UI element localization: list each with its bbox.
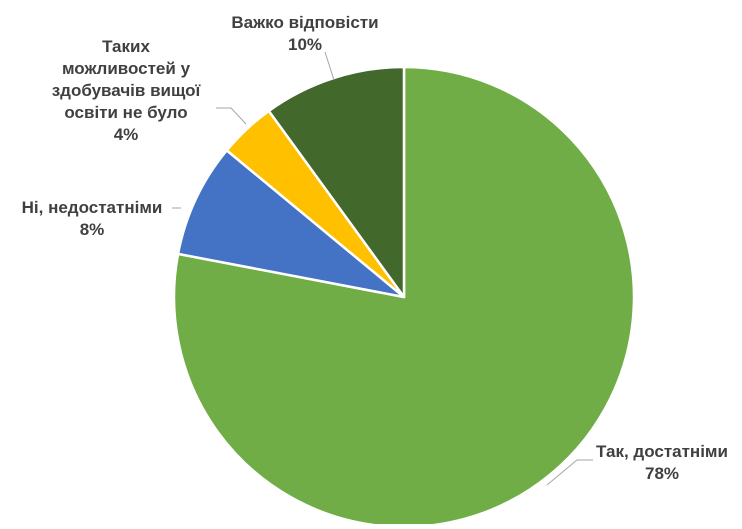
data-label-category: освіти не було (64, 103, 187, 122)
slices-layer (172, 65, 636, 529)
data-label-category: Ні, недостатніми (22, 198, 163, 217)
data-label-category: Так, достатніми (596, 442, 728, 461)
leader-lines-layer (172, 51, 593, 486)
leader-line (216, 107, 247, 125)
data-label-category: здобувачів вищої (52, 81, 202, 100)
labels-layer: Так, достатніми 78% Ні, недостатніми 8% Таки… (22, 13, 728, 483)
data-label-value: 8% (80, 220, 105, 239)
label-tak-dostatnimy: Так, достатніми 78% (596, 442, 728, 483)
slice-ni-nedostatnimy (176, 149, 406, 299)
data-label-value: 10% (288, 35, 322, 54)
label-ne-bulo-mozhlyvostei: Таких можливостей у здобувачів вищої освіти… (52, 37, 202, 144)
label-ni-nedostatnimy: Ні, недостатніми 8% (22, 198, 163, 239)
data-label-category: можливостей у (62, 59, 191, 78)
data-label-category: Важко відповісти (231, 13, 378, 32)
data-label-value: 78% (645, 464, 679, 483)
data-label-value: 4% (114, 125, 139, 144)
data-label-category: Таких (102, 37, 150, 56)
leader-line (546, 459, 593, 486)
leader-line (324, 51, 335, 81)
label-vazhko-vidpovisty: Важко відповісти 10% (231, 13, 378, 54)
